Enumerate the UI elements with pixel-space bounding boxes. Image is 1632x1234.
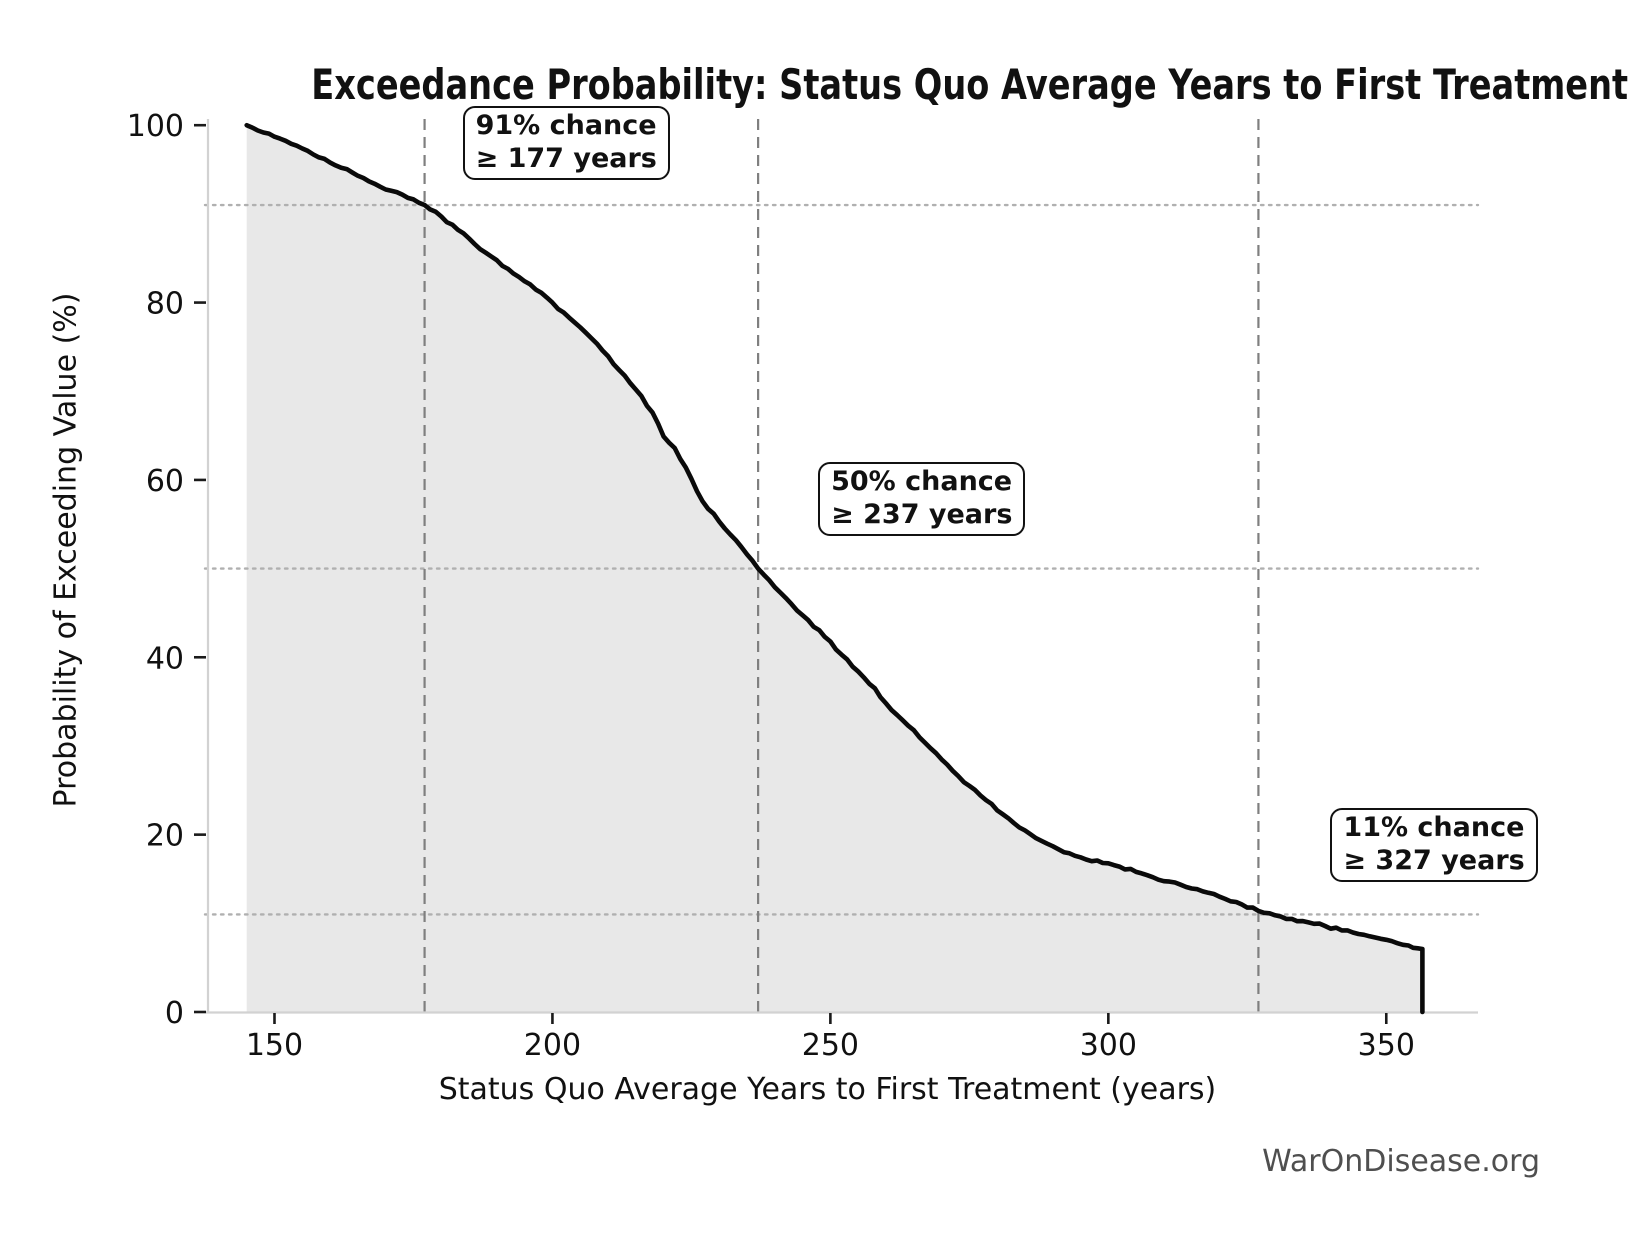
- y-tick-label: 80: [146, 287, 184, 322]
- annotation-box-327: 11% chance ≥ 327 years: [1330, 808, 1538, 883]
- y-tick-label: 100: [127, 109, 184, 144]
- annotation-line: 11% chance: [1343, 812, 1525, 844]
- watermark: WarOnDisease.org: [1262, 1144, 1540, 1179]
- x-tick-label: 350: [1358, 1028, 1415, 1063]
- annotation-line: 50% chance: [831, 465, 1013, 497]
- x-axis-label: Status Quo Average Years to First Treatm…: [438, 1072, 1217, 1107]
- annotation-line: ≥ 327 years: [1343, 845, 1525, 877]
- exceedance-curve: [244, 122, 1425, 1015]
- y-tick-label: 0: [165, 996, 184, 1031]
- x-tick-label: 200: [524, 1028, 581, 1063]
- y-tick-label: 20: [146, 819, 184, 854]
- annotation-line: ≥ 237 years: [831, 498, 1013, 530]
- annotation-box-177: 91% chance ≥ 177 years: [462, 106, 670, 181]
- x-tick-label: 250: [802, 1028, 859, 1063]
- x-tick-label: 150: [246, 1028, 303, 1063]
- x-tick-label: 300: [1080, 1028, 1137, 1063]
- y-tick-label: 60: [146, 464, 184, 499]
- curve-area-fill: [246, 125, 1423, 1012]
- annotation-box-237: 50% chance ≥ 237 years: [818, 461, 1026, 536]
- annotation-line: 91% chance: [475, 110, 657, 142]
- y-tick-label: 40: [146, 641, 184, 676]
- annotation-line: ≥ 177 years: [475, 143, 657, 175]
